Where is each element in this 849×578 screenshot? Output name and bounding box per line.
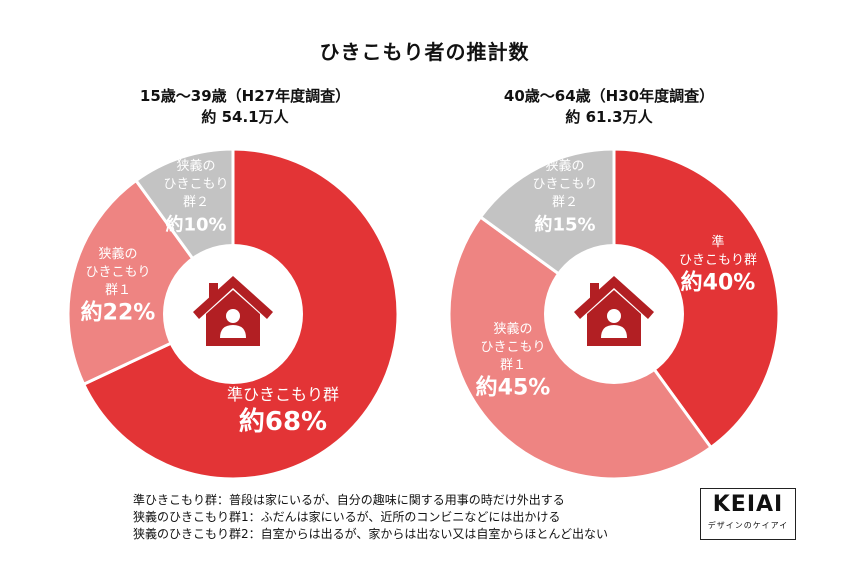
chart-left-total: 約 54.1万人 xyxy=(201,108,289,126)
keiai-logo: KEIAI デザインのケイアイ xyxy=(700,488,796,540)
chart-right-header: 40歳〜64歳（H30年度調査） 約 61.3万人 xyxy=(459,86,759,128)
right-house-person-icon xyxy=(574,276,654,346)
left-slice-3-label: 狭義のひきこもり群２約10% xyxy=(163,158,228,235)
legend-item-kyogi-2: 狭義のひきこもり群2：自室からは出るが、家からは出ない又は自室からほとんど出ない xyxy=(133,527,609,541)
left-house-person-icon xyxy=(193,276,273,346)
chart-left-header: 15歳〜39歳（H27年度調査） 約 54.1万人 xyxy=(95,86,395,128)
legend-item-jun: 準ひきこもり群：普段は家にいるが、自分の趣味に関する用事の時だけ外出する xyxy=(133,493,565,507)
chart-right-total: 約 61.3万人 xyxy=(565,108,653,126)
right-slice-2-label: 狭義のひきこもり群１約45% xyxy=(476,321,551,401)
chart-right-title: 40歳〜64歳（H30年度調査） xyxy=(503,87,715,105)
left-slice-2-label: 狭義のひきこもり群１約22% xyxy=(81,246,156,326)
left-slice-1-label: 準ひきこもり群約68% xyxy=(227,385,339,437)
logo-brand: KEIAI xyxy=(712,492,784,517)
legend: 準ひきこもり群：普段は家にいるが、自分の趣味に関する用事の時だけ外出する 狭義の… xyxy=(133,492,608,543)
right-slice-1-label: 準ひきこもり群約40% xyxy=(679,234,757,296)
legend-item-kyogi-1: 狭義のひきこもり群1：ふだんは家にいるが、近所のコンビニなどには出かける xyxy=(133,510,561,524)
right-slice-1 xyxy=(612,147,781,450)
right-slice-3-label: 狭義のひきこもり群２約15% xyxy=(532,158,597,235)
page-title: ひきこもり者の推計数 xyxy=(319,40,530,64)
logo-tagline: デザインのケイアイ xyxy=(707,521,789,530)
chart-left-title: 15歳〜39歳（H27年度調査） xyxy=(139,87,351,105)
